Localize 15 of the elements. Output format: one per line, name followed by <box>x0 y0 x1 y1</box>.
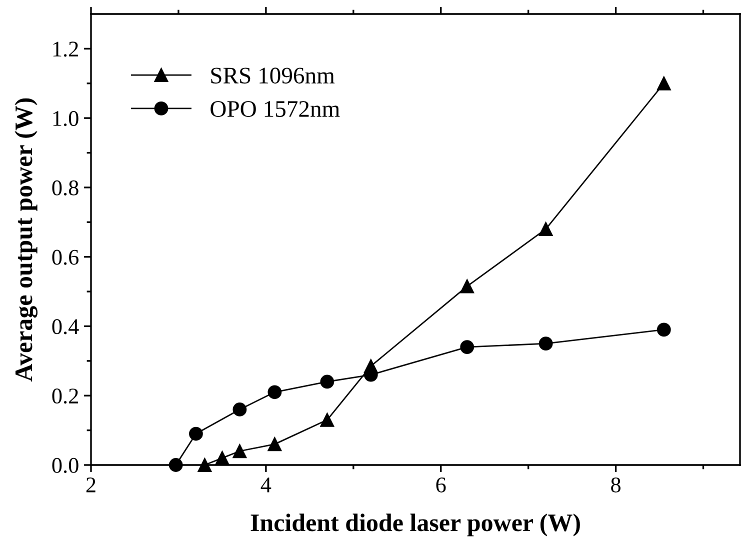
y-axis-title: Average output power (W) <box>14 98 38 382</box>
y-tick-label: 0.4 <box>52 319 79 334</box>
y-tick-label: 0.2 <box>52 388 78 404</box>
y-tick-label: 0.6 <box>52 250 79 265</box>
y-tick-label: 0.8 <box>52 180 78 196</box>
legend-label: SRS 1096nm <box>211 68 335 84</box>
x-tick-label: 2 <box>86 478 96 492</box>
text: 0.0 <box>52 458 78 474</box>
x-axis-title: Incident diode laser power (W) <box>250 514 580 536</box>
text: 1.0 <box>53 111 78 126</box>
x-tick-label: 8 <box>611 477 621 492</box>
x-tick-label: 4 <box>260 478 272 492</box>
x-tick-label: 6 <box>436 478 446 492</box>
y-tick-label: 1.2 <box>53 42 78 57</box>
legend-label: OPO 1572nm <box>210 101 340 117</box>
